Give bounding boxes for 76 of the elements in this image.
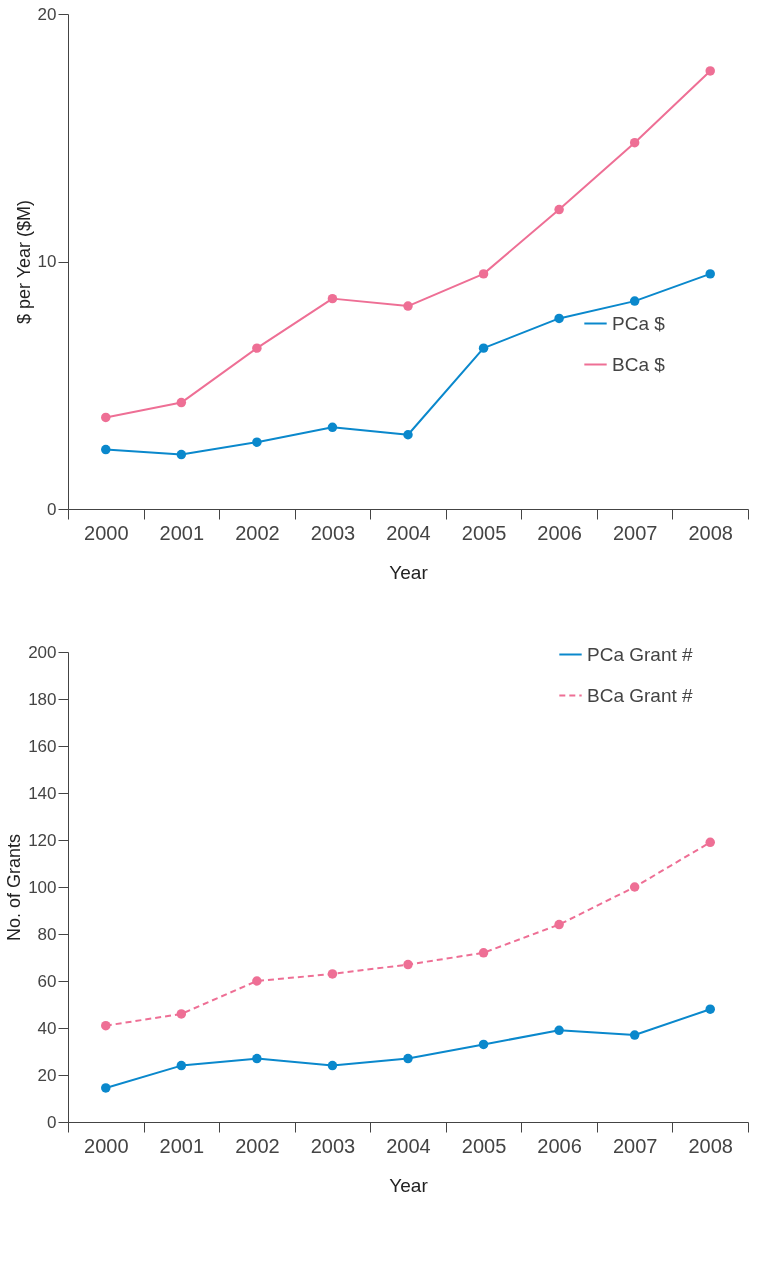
y-tick-label: 80	[37, 924, 57, 944]
y-tick-label: 20	[37, 4, 57, 24]
x-tick-label: 2007	[612, 521, 658, 544]
y-tick-label: 40	[37, 1018, 57, 1038]
x-tick-label: 2004	[386, 1134, 431, 1157]
point	[478, 269, 489, 279]
y-tick-label: 120	[28, 830, 57, 850]
x-tick-label: 2005	[461, 1134, 507, 1157]
point	[705, 1004, 715, 1014]
point	[554, 313, 564, 324]
legend-label: PCa Grant #	[587, 643, 694, 665]
y-axis-title: $ per Year ($M)	[13, 199, 34, 325]
point	[101, 412, 111, 423]
x-tick-label: 2000	[84, 1134, 129, 1157]
point	[176, 397, 187, 408]
x-tick-label: 2001	[159, 521, 205, 544]
point	[327, 293, 338, 304]
y-tick-label: 20	[37, 1065, 57, 1085]
y-tick-label: 100	[28, 877, 57, 897]
x-tick-label: 2002	[235, 1134, 280, 1157]
point	[403, 1053, 413, 1064]
x-tick-label: 2003	[310, 1134, 356, 1157]
legend-label: BCa $	[612, 353, 666, 375]
point	[101, 1083, 111, 1093]
x-tick-label: 2006	[537, 521, 582, 544]
point	[252, 1053, 262, 1064]
x-axis-title: Year	[389, 1174, 429, 1196]
point	[252, 343, 262, 353]
x-tick-label: 2002	[235, 521, 280, 544]
y-axis-title: No. of Grants	[4, 833, 25, 942]
point	[327, 1060, 338, 1071]
y-tick-label: 160	[28, 736, 57, 756]
point	[176, 449, 187, 460]
x-tick-label: 2004	[386, 521, 431, 544]
y-tick-label: 200	[28, 642, 57, 662]
point	[478, 948, 489, 958]
point	[101, 1020, 111, 1031]
y-tick-label: 10	[37, 252, 57, 271]
point	[327, 422, 338, 433]
legend-label: BCa Grant #	[587, 684, 694, 706]
x-tick-label: 2008	[688, 1134, 733, 1157]
y-tick-label: 140	[28, 783, 57, 803]
x-tick-label: 2000	[84, 521, 129, 544]
point	[554, 919, 564, 930]
x-tick-label: 2006	[537, 1134, 582, 1157]
y-tick-label: 0	[47, 499, 57, 519]
x-tick-label: 2008	[688, 521, 733, 544]
point	[705, 837, 715, 848]
x-tick-label: 2003	[310, 521, 356, 544]
point	[327, 969, 338, 979]
point	[705, 269, 715, 279]
x-tick-label: 2001	[159, 1134, 205, 1157]
point	[403, 959, 413, 970]
y-tick-label: 180	[28, 689, 57, 709]
point	[629, 882, 640, 892]
point	[629, 1030, 640, 1040]
point	[176, 1060, 187, 1071]
point	[403, 430, 413, 440]
point	[478, 343, 489, 353]
point	[403, 301, 413, 311]
point	[176, 1009, 187, 1019]
point	[252, 976, 262, 986]
x-tick-label: 2007	[612, 1134, 658, 1157]
x-tick-label: 2005	[461, 521, 507, 544]
point	[478, 1039, 489, 1050]
y-tick-label: 60	[37, 971, 57, 991]
point	[705, 66, 715, 76]
x-axis-title: Year	[389, 561, 429, 583]
point	[629, 137, 640, 148]
legend-label: PCa $	[612, 312, 666, 334]
point	[554, 204, 564, 215]
point	[252, 437, 262, 447]
point	[629, 296, 640, 306]
y-tick-label: 0	[47, 1112, 57, 1132]
point	[101, 444, 111, 455]
point	[554, 1025, 564, 1036]
